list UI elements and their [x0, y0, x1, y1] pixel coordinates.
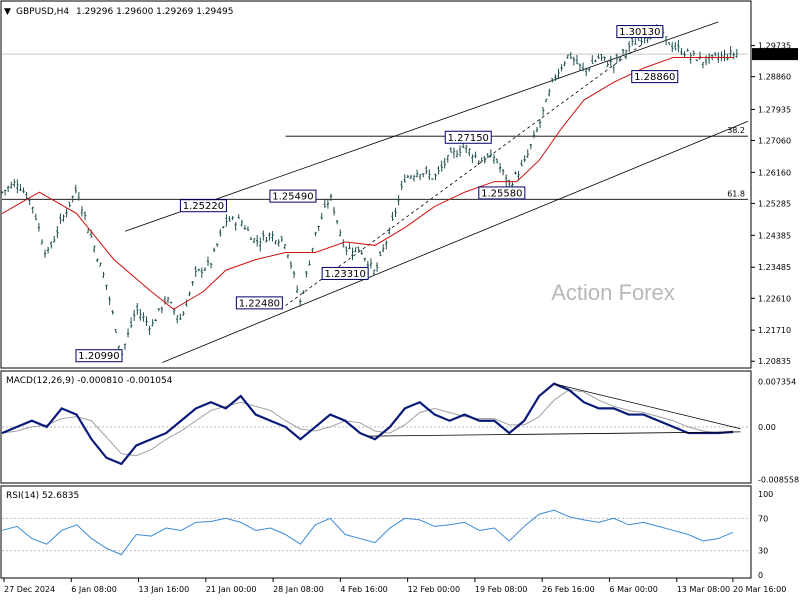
rsi-title: RSI(14) 52.6835 [6, 491, 79, 501]
y-tick-label: 1.27935 [758, 105, 791, 114]
macd-tick-label: -0.008558 [758, 476, 799, 485]
x-tick-label: 26 Feb 16:00 [542, 585, 594, 594]
price-annotation-box [631, 70, 679, 84]
rsi-panel [0, 485, 752, 579]
price-annotation-box [179, 199, 227, 213]
price-annotation-box [478, 186, 526, 200]
y-tick-label: 1.23485 [758, 263, 791, 272]
y-tick-label: 1.28860 [758, 73, 791, 82]
macd-title: MACD(12,26,9) -0.000810 -0.001054 [6, 376, 173, 386]
price-panel [0, 0, 752, 369]
y-tick-label: 1.27060 [758, 136, 791, 145]
fib-level-label: 61.8 [727, 189, 745, 198]
menu-arrow-icon[interactable]: ▼ [4, 7, 11, 17]
macd-layer [1, 382, 748, 466]
rsi-tick-label: 100 [758, 490, 773, 499]
rsi-layer [1, 509, 748, 556]
fib-level-label: 38.2 [727, 126, 745, 135]
price-annotation-box [616, 25, 664, 39]
x-tick-label: 12 Feb 00:00 [408, 585, 460, 594]
moving-average-line [1, 56, 734, 310]
watermark: Action Forex [551, 280, 675, 305]
rsi-line [1, 509, 734, 556]
price-annotation-label: 1.30130 [619, 27, 660, 38]
price-annotation-box [321, 266, 369, 280]
x-tick-label: 20 Mar 16:00 [733, 585, 786, 594]
rsi-tick-label: 0 [758, 571, 763, 580]
price-annotation-label: 1.25580 [481, 188, 522, 199]
y-tick-label: 1.20835 [758, 357, 791, 366]
price-annotation-label: 1.22480 [239, 298, 280, 309]
current-price-tag [752, 48, 798, 61]
macd-signal-line [1, 389, 734, 457]
price-annotation-box [269, 189, 317, 203]
price-annotation-box [75, 349, 123, 363]
channel-upper-line [124, 21, 719, 232]
price-annotation-label: 1.25490 [272, 192, 313, 203]
macd-panel [0, 370, 752, 484]
y-tick-label: 1.24385 [758, 231, 791, 240]
price-annotation-box [444, 130, 492, 144]
macd-tick-label: 0.00 [758, 423, 776, 432]
price-layer: 38.2 61.8 1.30130 1.28860 1.27150 1.25580 1.25… [0, 21, 749, 363]
price-annotation-label: 1.27150 [448, 133, 489, 144]
price-annotation-box [235, 296, 283, 310]
y-tick-label: 1.25285 [758, 199, 791, 208]
x-tick-label: 13 Jan 16:00 [139, 585, 190, 594]
x-tick-label: 4 Feb 16:00 [340, 585, 387, 594]
x-tick-label: 13 Mar 08:00 [677, 585, 730, 594]
x-tick-label: 21 Jan 00:00 [206, 585, 257, 594]
x-tick-label: 6 Mar 00:00 [609, 585, 657, 594]
channel-lower-line [162, 120, 749, 363]
x-tick-label: 6 Jan 08:00 [71, 585, 117, 594]
price-annotation-label: 1.23310 [324, 269, 365, 280]
y-tick-label: 1.22610 [758, 294, 791, 303]
symbol-label: GBPUSD,H4 [16, 7, 69, 17]
y-tick-label: 1.29735 [758, 42, 791, 51]
price-annotation-label: 1.20990 [78, 351, 119, 362]
trend-dashed-line [285, 42, 644, 307]
rsi-tick-label: 70 [758, 514, 768, 523]
ohlc-readout: 1.29296 1.29600 1.29269 1.29495 [76, 7, 233, 17]
rsi-tick-label: 30 [758, 547, 768, 556]
x-tick-label: 28 Jan 08:00 [273, 585, 324, 594]
y-tick-label: 1.21710 [758, 326, 791, 335]
x-tick-label: 19 Feb 08:00 [475, 585, 527, 594]
price-annotation-label: 1.25220 [183, 201, 224, 212]
macd-support-trendline [367, 431, 741, 437]
y-tick-label: 1.26160 [758, 168, 791, 177]
macd-line [1, 382, 734, 466]
current-price-label: 1.29495 [758, 50, 791, 59]
price-annotation-label: 1.28860 [634, 72, 675, 83]
x-tick-label: 27 Dec 2024 [4, 585, 55, 594]
macd-resistance-trendline [553, 383, 741, 430]
macd-tick-label: 0.007354 [758, 378, 796, 387]
axis-layer: 1.29735 1.28860 1.27935 1.27060 1.26160 1.252… [3, 42, 799, 594]
